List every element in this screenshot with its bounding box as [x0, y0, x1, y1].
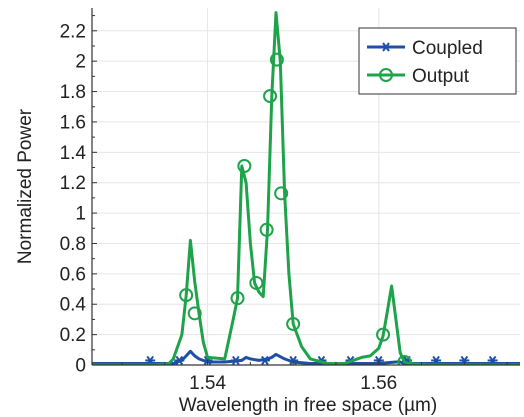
series-layer: [92, 11, 520, 365]
y-tick-label-3: 0.6: [60, 264, 86, 285]
point-output-2: [230, 291, 245, 306]
point-output-10: [376, 327, 391, 342]
legend-box: [358, 27, 517, 95]
y-tick-label-2: 0.4: [60, 295, 87, 316]
y-tick-label-4: 0.8: [60, 234, 86, 255]
y-tick-label-7: 1.4: [60, 143, 87, 164]
point-output-5: [259, 222, 274, 237]
legend-marker-output: [379, 68, 393, 82]
point-coupled-11: [459, 355, 470, 365]
point-output-9: [286, 316, 301, 331]
point-output-1: [187, 306, 202, 321]
y-axis-label: Normalized Power: [15, 108, 36, 264]
point-coupled-5: [288, 355, 299, 365]
x-tick-label-0: 1.54: [189, 373, 226, 394]
legend: Coupled Output: [358, 27, 517, 95]
point-output-11: [397, 354, 412, 365]
point-output-6: [263, 89, 278, 104]
x-axis-label: Wavelength in free space (µm): [179, 395, 437, 416]
y-tick-label-10: 2: [75, 52, 86, 73]
y-tick-label-1: 0.2: [60, 325, 86, 346]
y-tick-label-9: 1.8: [60, 82, 86, 103]
point-coupled-4: [259, 355, 270, 365]
point-output-0: [179, 288, 194, 303]
y-tick-label-5: 1: [75, 204, 86, 225]
point-coupled-1: [174, 355, 185, 365]
legend-label-coupled: Coupled: [412, 38, 483, 59]
axes: 0 0.2 0.4 0.6 0.8 1 1.2 1.4 1.6 1.8 2 2.2 1.54 1.56: [60, 8, 520, 394]
point-output-3: [237, 158, 252, 173]
y-tick-label-11: 2.2: [60, 21, 86, 42]
y-tick-label-0: 0: [75, 356, 86, 377]
y-tick-label-6: 1.2: [60, 173, 86, 194]
x-tick-label-1: 1.56: [360, 373, 397, 394]
point-output-7: [269, 52, 284, 67]
point-output-8: [274, 186, 289, 201]
series-line-coupled: [92, 349, 520, 365]
point-coupled-12: [487, 355, 498, 365]
series-line-output: [92, 11, 520, 365]
legend-marker-coupled: [381, 42, 391, 52]
point-coupled-3: [230, 355, 241, 365]
legend-entry-output: Output: [367, 66, 470, 87]
legend-label-output: Output: [412, 66, 470, 87]
point-coupled-10: [431, 355, 442, 365]
series-output: [92, 11, 520, 365]
point-output-4: [249, 275, 264, 290]
y-tick-label-8: 1.6: [60, 112, 86, 133]
legend-entry-coupled: Coupled: [367, 38, 483, 59]
point-coupled-0: [145, 355, 156, 365]
